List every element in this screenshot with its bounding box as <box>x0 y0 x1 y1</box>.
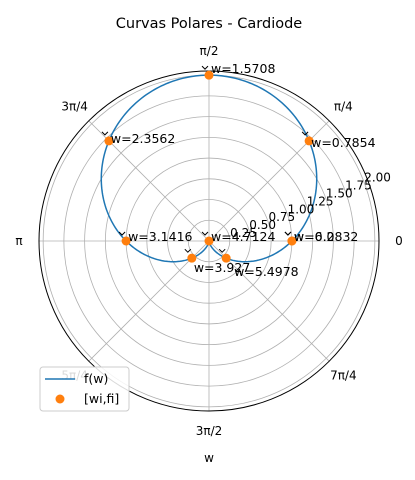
series-layer <box>100 70 318 263</box>
tick-layer: 0π/4π/23π/4π5π/43π/27π/40.250.500.751.00… <box>15 44 402 438</box>
annotation-label: w=4.7124 <box>211 229 275 244</box>
legend-label-wi-fi: [wi,fi] <box>84 391 119 406</box>
annotation-label: w=3.1416 <box>128 229 192 244</box>
theta-tick-label: π <box>15 234 22 248</box>
r-tick-label: 1.00 <box>288 202 315 216</box>
r-tick-label: 0.50 <box>249 218 276 232</box>
annotation-arrow <box>301 131 309 136</box>
r-tick-label: 1.75 <box>345 178 372 192</box>
theta-tick-label: 0 <box>395 234 403 248</box>
chart-title: Curvas Polares - Cardiode <box>116 16 303 32</box>
annotation-arrow <box>184 248 192 253</box>
theta-tick-label: π/4 <box>334 100 353 114</box>
annotation-arrow <box>101 131 109 136</box>
scatter-point <box>287 236 297 246</box>
annotation-label: w=1.5708 <box>211 61 275 76</box>
scatter-point <box>187 253 197 263</box>
legend-label-f-w: f(w) <box>84 371 108 386</box>
annotation-arrow <box>284 231 292 236</box>
scatter-point <box>221 253 231 263</box>
annotation-arrow <box>201 65 209 70</box>
annotation-arrow <box>218 248 226 253</box>
theta-tick-label: 7π/4 <box>330 368 357 382</box>
annotation-arrow <box>201 231 209 236</box>
annotation-layer: w=0.0 w=0.7854 w=1.5708 w=2.3562 w=3.1416 w=3… <box>101 61 376 279</box>
theta-tick-label: 3π/2 <box>196 424 223 438</box>
annotation-label: w=3.927 <box>194 260 250 275</box>
r-tick-label: 2.00 <box>364 171 391 185</box>
theta-tick-label: 3π/4 <box>61 100 88 114</box>
annotation-label: w=0.7854 <box>311 135 375 150</box>
r-tick-label: 1.50 <box>326 186 353 200</box>
annotation-label: w=5.4978 <box>234 264 298 279</box>
r-tick-label: 0.75 <box>268 210 295 224</box>
legend: f(w) [wi,fi] <box>39 366 130 412</box>
annotation-label: w=2.3562 <box>111 131 175 146</box>
r-tick-label: 0.25 <box>230 226 257 240</box>
r-tick-label: 1.25 <box>307 194 334 208</box>
annotation-label: w=0.0 <box>294 229 335 244</box>
scatter-point <box>204 236 214 246</box>
legend-point-swatch <box>55 394 65 404</box>
scatter-point <box>204 70 214 80</box>
annotation-label: w=6.2832 <box>294 229 358 244</box>
annotation-arrow <box>118 231 126 236</box>
x-axis-label: w <box>204 451 214 465</box>
scatter-point <box>104 136 114 146</box>
scatter-point <box>121 236 131 246</box>
scatter-point <box>304 136 314 146</box>
theta-tick-label: π/2 <box>200 44 219 58</box>
